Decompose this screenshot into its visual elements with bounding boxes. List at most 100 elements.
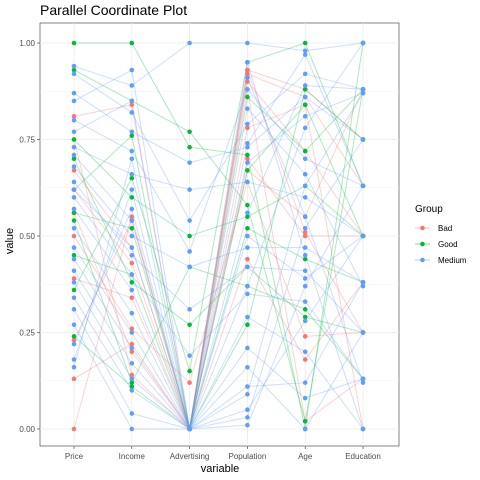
data-point-medium <box>129 376 135 382</box>
data-point-good <box>129 133 135 138</box>
series-line-medium <box>73 197 364 380</box>
data-point-bad <box>187 380 192 385</box>
data-point-medium <box>302 83 308 88</box>
data-point-medium <box>129 272 135 277</box>
legend-label-good: Good <box>438 240 458 249</box>
data-point-good <box>302 418 308 424</box>
data-point-medium <box>129 98 135 104</box>
data-point-medium <box>245 121 250 127</box>
data-point-bad <box>129 372 135 378</box>
data-point-medium <box>71 322 77 328</box>
data-point-medium <box>187 160 192 165</box>
x-axis-ticks: Price Income Advertising Population Age Educa… <box>65 446 381 461</box>
data-point-medium <box>129 206 135 212</box>
data-point-medium <box>71 256 77 262</box>
data-point-good <box>302 256 308 262</box>
data-point-bad <box>129 326 135 331</box>
x-axis-title: variable <box>201 463 240 475</box>
data-point-medium <box>71 117 77 123</box>
data-point-medium <box>302 268 308 274</box>
data-point-medium <box>360 137 366 142</box>
series-line-good <box>73 220 364 384</box>
data-point-bad <box>129 102 135 108</box>
x-tick-label: Age <box>298 452 313 461</box>
data-point-bad <box>129 214 135 219</box>
data-point-good <box>245 225 250 231</box>
data-point-medium <box>245 407 250 413</box>
data-point-bad <box>245 156 250 162</box>
data-point-medium <box>245 245 250 250</box>
data-point-medium <box>129 388 135 393</box>
series-line-medium <box>73 53 364 430</box>
series-line-medium <box>73 235 364 430</box>
data-point-medium <box>245 345 250 351</box>
y-tick-label: 1.00 <box>19 39 35 48</box>
data-point-medium <box>245 415 250 420</box>
data-point-medium <box>71 129 77 135</box>
data-point-medium <box>245 391 250 397</box>
series-line-medium <box>73 73 364 222</box>
data-point-bad <box>302 334 308 339</box>
x-tick-label: Price <box>65 452 84 461</box>
data-point-medium <box>129 287 135 293</box>
data-point-medium <box>71 268 77 274</box>
data-point-medium <box>360 283 366 289</box>
data-point-good <box>245 322 250 328</box>
data-point-medium <box>129 83 135 88</box>
data-point-medium <box>302 245 308 250</box>
data-point-good <box>71 253 77 258</box>
y-tick-label: 0.25 <box>19 329 35 338</box>
data-point-medium <box>302 253 308 258</box>
data-point-medium <box>129 245 135 250</box>
data-point-medium <box>302 214 308 219</box>
data-point-medium <box>71 90 77 96</box>
series-line-bad <box>73 189 364 431</box>
data-point-medium <box>360 87 366 92</box>
data-point-medium <box>360 40 366 46</box>
data-point-medium <box>302 395 308 401</box>
data-point-bad <box>245 125 250 131</box>
data-point-medium <box>71 364 77 370</box>
data-point-good <box>71 210 77 216</box>
data-point-medium <box>71 187 77 192</box>
data-point-bad <box>71 276 77 281</box>
data-point-medium <box>245 210 250 216</box>
data-point-medium <box>187 264 192 270</box>
data-point-good <box>302 102 308 108</box>
data-point-bad <box>71 376 77 382</box>
series-line-bad <box>73 69 364 431</box>
legend-key-point-bad <box>420 225 425 231</box>
series-line-medium <box>73 247 364 430</box>
series-line-bad <box>73 80 364 430</box>
y-axis-ticks: 0.00 0.25 0.50 0.75 1.00 <box>19 39 40 434</box>
data-point-bad <box>129 260 135 266</box>
data-point-medium <box>71 357 77 362</box>
data-point-medium <box>302 52 308 57</box>
data-point-medium <box>360 183 366 189</box>
data-point-bad <box>245 67 250 73</box>
series-line-medium <box>73 92 364 164</box>
data-point-medium <box>245 283 250 289</box>
data-point-bad <box>302 229 308 235</box>
data-point-medium <box>245 141 250 146</box>
data-point-medium <box>71 144 77 150</box>
data-point-good <box>129 380 135 385</box>
data-point-good <box>129 195 135 200</box>
data-point-medium <box>360 376 366 382</box>
series-line-medium <box>73 189 364 431</box>
series-line-bad <box>73 89 364 430</box>
data-point-good <box>129 384 135 389</box>
data-point-medium <box>302 225 308 231</box>
legend: Group Bad Good Medium <box>415 204 467 265</box>
y-tick-label: 0.00 <box>19 425 35 434</box>
data-point-bad <box>302 233 308 239</box>
data-point-medium <box>129 110 135 115</box>
series-line-good <box>73 42 364 372</box>
y-tick-label: 0.75 <box>19 136 35 145</box>
data-point-medium <box>71 307 77 312</box>
data-point-medium <box>71 98 77 104</box>
x-tick-label: Income <box>119 452 146 461</box>
series-line-medium <box>73 84 364 431</box>
data-point-medium <box>129 148 135 154</box>
series-line-medium <box>73 146 364 237</box>
